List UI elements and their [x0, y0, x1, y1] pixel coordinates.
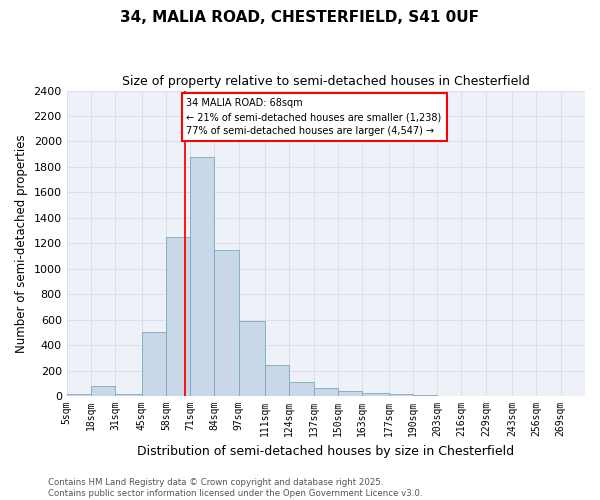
Bar	[314, 388, 338, 396]
Bar	[115, 394, 142, 396]
Bar	[190, 158, 214, 396]
Bar	[67, 394, 91, 396]
Bar	[239, 321, 265, 396]
Text: 34, MALIA ROAD, CHESTERFIELD, S41 0UF: 34, MALIA ROAD, CHESTERFIELD, S41 0UF	[121, 10, 479, 25]
Bar	[338, 391, 362, 396]
Title: Size of property relative to semi-detached houses in Chesterfield: Size of property relative to semi-detach…	[122, 75, 530, 88]
Bar	[91, 386, 115, 396]
Bar	[142, 332, 166, 396]
Bar	[413, 395, 437, 396]
Bar	[389, 394, 413, 396]
Bar	[214, 250, 239, 396]
Text: 34 MALIA ROAD: 68sqm
← 21% of semi-detached houses are smaller (1,238)
77% of se: 34 MALIA ROAD: 68sqm ← 21% of semi-detac…	[187, 98, 442, 136]
Bar	[265, 365, 289, 396]
Bar	[166, 237, 190, 396]
Bar	[362, 393, 389, 396]
Text: Contains HM Land Registry data © Crown copyright and database right 2025.
Contai: Contains HM Land Registry data © Crown c…	[48, 478, 422, 498]
Bar	[289, 382, 314, 396]
Y-axis label: Number of semi-detached properties: Number of semi-detached properties	[15, 134, 28, 352]
X-axis label: Distribution of semi-detached houses by size in Chesterfield: Distribution of semi-detached houses by …	[137, 444, 514, 458]
